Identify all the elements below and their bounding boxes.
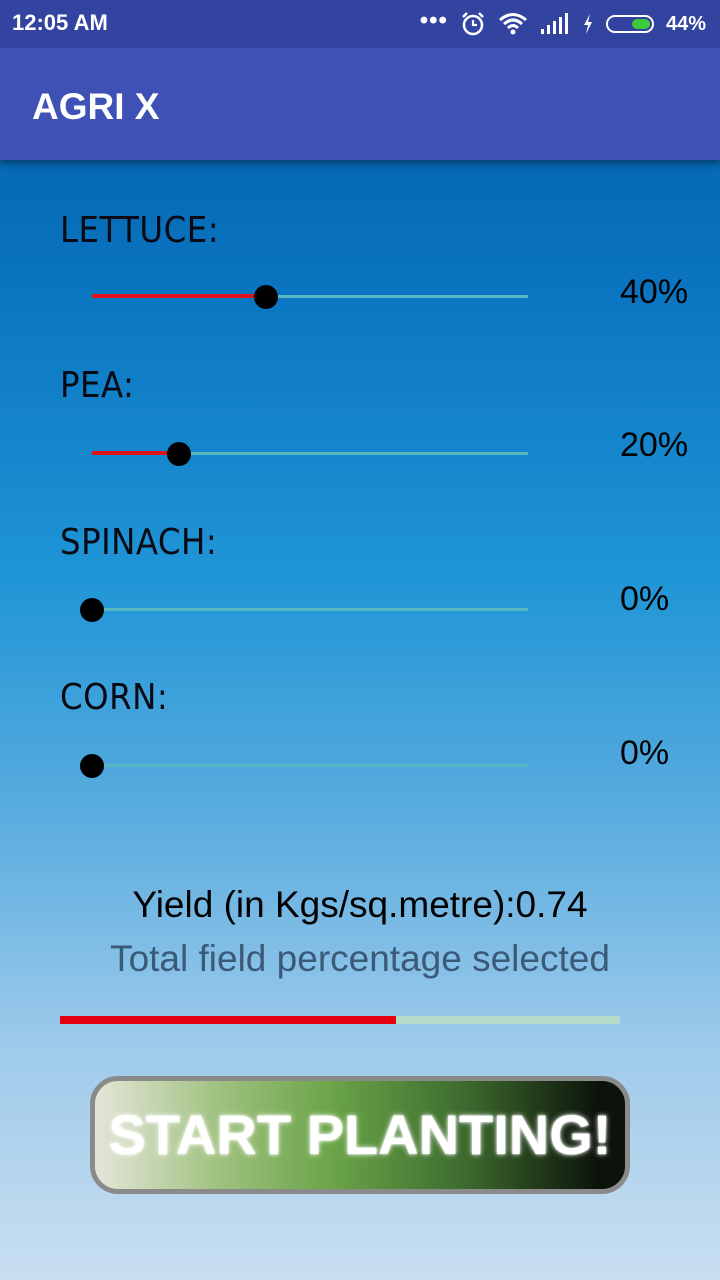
charging-icon <box>583 14 592 34</box>
more-dots-icon: ••• <box>419 7 448 34</box>
slider-track <box>92 452 528 455</box>
corn-label: CORN: <box>60 677 169 718</box>
battery-percent: 44% <box>665 12 706 35</box>
lettuce-slider[interactable] <box>92 282 528 312</box>
slider-track <box>92 764 528 767</box>
pea-percent: 20% <box>620 426 689 464</box>
alarm-icon <box>462 12 484 36</box>
status-time: 12:05 AM <box>12 10 108 35</box>
slider-thumb[interactable] <box>254 285 279 309</box>
pea-slider[interactable] <box>92 439 528 469</box>
pea-label: PEA: <box>60 365 135 406</box>
slider-progress <box>92 451 180 455</box>
app-title: AGRI X <box>32 86 160 127</box>
battery-icon <box>605 15 654 33</box>
spinach-percent: 0% <box>620 580 670 618</box>
lettuce-label: LETTUCE: <box>60 210 220 251</box>
signal-icon <box>540 13 568 34</box>
slider-thumb[interactable] <box>80 598 104 622</box>
spinach-label: SPINACH: <box>60 522 218 563</box>
slider-thumb[interactable] <box>167 442 192 466</box>
yield-text: Yield (in Kgs/sq.metre):0.74 <box>132 884 588 925</box>
app-bar: AGRI X <box>0 48 720 160</box>
slider-progress <box>92 294 267 298</box>
battery-level <box>631 19 650 29</box>
corn-percent: 0% <box>620 734 670 772</box>
lettuce-percent: 40% <box>620 273 689 311</box>
total-field-progress <box>60 1016 620 1024</box>
slider-thumb[interactable] <box>80 754 104 778</box>
start-planting-button[interactable]: START PLANTING! <box>90 1076 630 1194</box>
slider-track <box>92 608 528 611</box>
spinach-slider[interactable] <box>80 595 528 625</box>
wifi-icon <box>499 13 527 35</box>
total-field-label: Total field percentage selected <box>110 938 610 979</box>
total-field-progress-fill <box>60 1016 396 1024</box>
status-bar: 12:05 AM ••• 44% <box>0 0 720 48</box>
slider-track <box>92 295 528 298</box>
corn-slider[interactable] <box>80 751 528 781</box>
status-icons: ••• 44% <box>419 7 706 40</box>
